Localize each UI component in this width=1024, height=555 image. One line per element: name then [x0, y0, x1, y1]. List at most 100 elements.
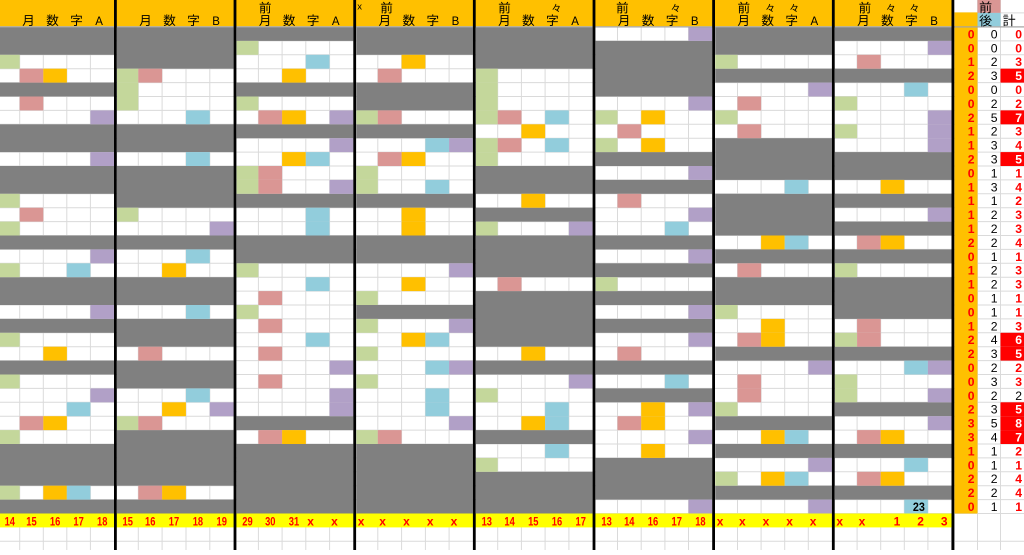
svg-text:0: 0 — [968, 41, 975, 55]
svg-text:5: 5 — [1015, 69, 1022, 83]
svg-text:4: 4 — [991, 431, 998, 445]
svg-text:2: 2 — [968, 347, 975, 361]
svg-text:3: 3 — [1015, 264, 1022, 278]
svg-text:3: 3 — [991, 403, 998, 417]
svg-text:3: 3 — [1015, 375, 1022, 389]
svg-text:1: 1 — [1015, 305, 1022, 319]
svg-text:3: 3 — [991, 180, 998, 194]
svg-text:2: 2 — [968, 69, 975, 83]
svg-text:3: 3 — [1015, 125, 1022, 139]
svg-text:1: 1 — [968, 180, 975, 194]
svg-text:2: 2 — [991, 472, 998, 486]
svg-text:2: 2 — [968, 472, 975, 486]
svg-text:2: 2 — [968, 486, 975, 500]
svg-text:19: 19 — [217, 515, 228, 529]
svg-text:3: 3 — [991, 347, 998, 361]
svg-text:3: 3 — [968, 417, 975, 431]
svg-text:3: 3 — [991, 375, 998, 389]
svg-text:1: 1 — [968, 208, 975, 222]
svg-text:1: 1 — [991, 458, 998, 472]
svg-text:x: x — [379, 515, 386, 529]
svg-text:2: 2 — [1015, 444, 1022, 458]
svg-text:B: B — [452, 16, 460, 28]
svg-text:30: 30 — [265, 515, 276, 529]
svg-text:0: 0 — [968, 458, 975, 472]
svg-text:0: 0 — [968, 389, 975, 403]
svg-text:0: 0 — [968, 97, 975, 111]
svg-text:2: 2 — [968, 403, 975, 417]
svg-text:1: 1 — [991, 444, 998, 458]
svg-text:2: 2 — [991, 319, 998, 333]
svg-text:0: 0 — [968, 27, 975, 41]
svg-text:2: 2 — [991, 55, 998, 69]
svg-text:3: 3 — [1015, 55, 1022, 69]
svg-text:1: 1 — [1015, 292, 1022, 306]
svg-text:1: 1 — [968, 222, 975, 236]
svg-text:5: 5 — [991, 417, 998, 431]
svg-text:13: 13 — [482, 515, 493, 529]
svg-text:17: 17 — [73, 515, 84, 529]
svg-text:1: 1 — [991, 166, 998, 180]
svg-text:0: 0 — [991, 41, 998, 55]
svg-text:31: 31 — [289, 515, 300, 529]
svg-text:3: 3 — [991, 69, 998, 83]
svg-text:1: 1 — [968, 194, 975, 208]
svg-text:0: 0 — [968, 305, 975, 319]
svg-text:2: 2 — [991, 208, 998, 222]
svg-text:14: 14 — [504, 515, 515, 529]
svg-text:x: x — [403, 515, 410, 529]
svg-text:4: 4 — [991, 333, 998, 347]
svg-text:23: 23 — [913, 500, 925, 514]
svg-text:7: 7 — [1015, 111, 1022, 125]
svg-text:x: x — [357, 2, 362, 13]
svg-text:5: 5 — [991, 111, 998, 125]
svg-text:3: 3 — [1015, 208, 1022, 222]
svg-text:x: x — [763, 515, 770, 529]
svg-text:16: 16 — [648, 515, 659, 529]
svg-text:2: 2 — [991, 222, 998, 236]
svg-text:0: 0 — [1015, 83, 1022, 97]
svg-text:3: 3 — [991, 153, 998, 167]
svg-text:x: x — [739, 515, 746, 529]
svg-text:1: 1 — [968, 139, 975, 153]
svg-text:2: 2 — [1015, 389, 1022, 403]
svg-text:x: x — [358, 515, 365, 529]
svg-text:x: x — [717, 515, 724, 529]
svg-text:0: 0 — [968, 166, 975, 180]
svg-text:0: 0 — [968, 375, 975, 389]
svg-text:1: 1 — [968, 125, 975, 139]
svg-text:7: 7 — [1015, 431, 1022, 445]
svg-text:A: A — [571, 16, 579, 28]
svg-text:18: 18 — [193, 515, 204, 529]
svg-text:2: 2 — [991, 97, 998, 111]
svg-text:1: 1 — [991, 500, 998, 514]
svg-text:x: x — [859, 515, 866, 529]
svg-text:3: 3 — [991, 139, 998, 153]
svg-text:4: 4 — [1015, 236, 1022, 250]
svg-text:4: 4 — [1015, 180, 1022, 194]
svg-text:13: 13 — [601, 515, 612, 529]
svg-text:1: 1 — [1015, 458, 1022, 472]
svg-text:0: 0 — [968, 361, 975, 375]
svg-text:1: 1 — [1015, 166, 1022, 180]
svg-text:16: 16 — [50, 515, 61, 529]
svg-text:17: 17 — [672, 515, 683, 529]
svg-text:x: x — [331, 515, 338, 529]
svg-text:0: 0 — [1015, 27, 1022, 41]
svg-text:14: 14 — [5, 515, 16, 529]
svg-text:2: 2 — [991, 264, 998, 278]
svg-text:2: 2 — [1015, 361, 1022, 375]
svg-text:0: 0 — [968, 83, 975, 97]
svg-text:x: x — [427, 515, 434, 529]
svg-text:x: x — [451, 515, 458, 529]
svg-text:5: 5 — [1015, 403, 1022, 417]
svg-text:16: 16 — [552, 515, 563, 529]
svg-text:1: 1 — [968, 278, 975, 292]
svg-text:1: 1 — [894, 515, 901, 529]
svg-text:x: x — [810, 515, 817, 529]
svg-text:0: 0 — [991, 83, 998, 97]
svg-text:3: 3 — [1015, 278, 1022, 292]
svg-text:1: 1 — [968, 319, 975, 333]
svg-text:0: 0 — [991, 27, 998, 41]
svg-text:3: 3 — [941, 515, 948, 529]
